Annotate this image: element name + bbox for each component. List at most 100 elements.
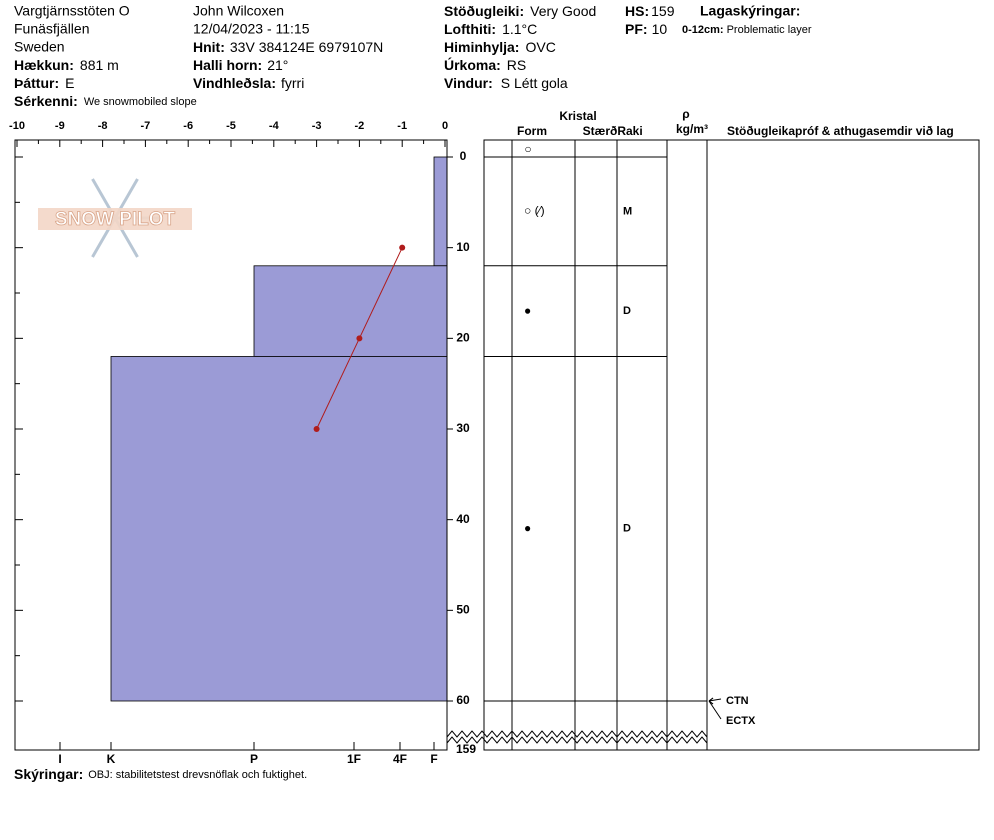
test-label: CTN	[726, 695, 749, 707]
x-tick-label: -5	[226, 120, 236, 132]
field: Himinhylja: OVC	[444, 39, 556, 55]
column-header: ρ	[682, 107, 689, 121]
depth-break	[446, 730, 708, 738]
field-value: 159	[651, 3, 675, 19]
field-value: 881 m	[80, 57, 119, 73]
field-value: RS	[507, 57, 526, 73]
plot-frame	[14, 139, 448, 751]
logo-banner	[38, 208, 192, 230]
x-tick-label: -8	[98, 120, 108, 132]
y-tick-label: 60	[456, 693, 470, 707]
y-tick-label: 50	[456, 603, 470, 617]
field: Lofthiti: 1.1°C	[444, 21, 537, 37]
hardness-bar	[433, 156, 448, 267]
field-value: OVC	[525, 39, 555, 55]
field-label: Himinhylja:	[444, 39, 519, 55]
x-tick-label: -7	[141, 120, 151, 132]
field-label: Úrkoma:	[444, 56, 501, 73]
x-tick-label: -2	[355, 120, 365, 132]
field-value: S Létt gola	[501, 75, 568, 91]
field-label: Þáttur:	[14, 75, 59, 91]
field-value: 1.1°C	[502, 21, 537, 37]
field-label: Sérkenni:	[14, 93, 78, 109]
field-value: 10	[652, 21, 668, 37]
field: Stöðugleiki: Very Good	[444, 3, 596, 19]
temperature-point	[313, 426, 320, 432]
hardness-label: K	[107, 752, 116, 766]
hardness-bar	[253, 265, 448, 357]
field: Vindur: S Létt gola	[444, 75, 568, 91]
field: Hækkun: 881 m	[14, 57, 119, 73]
logo: SNOW PILOT	[38, 178, 192, 258]
field: Sérkenni: We snowmobiled slope	[14, 93, 197, 109]
field-label: Vindur:	[444, 75, 493, 91]
hardness-bar	[110, 356, 448, 702]
hardness-label: 1F	[347, 752, 361, 766]
header: Vargtjärnsstöten O Funäsfjällen Sweden H…	[14, 3, 812, 109]
column-header: Raki	[617, 124, 642, 138]
note-value: Problematic layer	[727, 24, 812, 36]
field-value: E	[65, 75, 74, 91]
field-value: Very Good	[530, 3, 596, 19]
logo-text: SNOW PILOT	[55, 209, 176, 230]
field-value: 33V 384124E 6979107N	[230, 39, 383, 55]
temperature-point	[356, 335, 363, 342]
y-tick-label: 0	[460, 149, 467, 163]
y-tick-label: 30	[456, 421, 470, 435]
layer-note: 0-12cm: Problematic layer	[682, 24, 812, 36]
note-label: 0-12cm:	[682, 24, 724, 36]
datetime: 12/04/2023 - 11:15	[193, 21, 310, 37]
column-header: kg/m³	[676, 122, 708, 136]
x-tick-label: -9	[55, 120, 65, 132]
hardness-label: P	[250, 752, 258, 766]
wetness: D	[623, 305, 631, 317]
total-depth-label: 159	[456, 742, 476, 756]
test-label: ECTX	[726, 715, 756, 727]
grain-form: ●	[524, 521, 531, 535]
field-label: PF:	[625, 21, 648, 37]
footer-value: OBJ: stabilitetstest drevsnöflak och fuk…	[88, 769, 307, 781]
column-header: Kristal	[559, 109, 596, 123]
wetness: D	[623, 523, 631, 535]
field-label: HS:	[625, 3, 649, 19]
x-tick-label: 0	[442, 120, 448, 132]
wetness: M	[623, 205, 632, 217]
field: Halli horn: 21°	[193, 57, 288, 73]
field: Úrkoma: RS	[444, 56, 526, 73]
y-tick-label: 20	[456, 331, 470, 345]
grain-form: ○ (⁄)	[524, 204, 545, 218]
depth-break	[446, 736, 708, 744]
area: Funäsfjällen	[14, 21, 90, 37]
footer: Skýringar: OBJ: stabilitetstest drevsnöfl…	[14, 766, 307, 782]
layer-notes-title: Lagaskýringar:	[700, 3, 800, 19]
x-tick-label: -3	[312, 120, 322, 132]
field-value: 21°	[267, 57, 288, 73]
y-tick-label: 40	[456, 512, 470, 526]
field-value: We snowmobiled slope	[84, 96, 197, 108]
field: HS: 159	[625, 3, 675, 19]
x-tick-label: -4	[269, 120, 280, 132]
site: Vargtjärnsstöten O	[14, 3, 130, 19]
test-arrow	[708, 697, 722, 720]
hardness-label: 4F	[393, 752, 407, 766]
hardness-label: F	[430, 752, 437, 766]
observer: John Wilcoxen	[193, 3, 284, 19]
temperature-point	[399, 244, 406, 251]
table-frame	[483, 139, 980, 751]
footer-label: Skýringar:	[14, 766, 83, 782]
field: Hnit: 33V 384124E 6979107N	[193, 39, 383, 55]
column-header: Stöðugleikapróf & athugasemdir við lag	[727, 124, 954, 138]
column-header: Form	[517, 124, 547, 138]
field-label: Hækkun:	[14, 57, 74, 73]
field-label: Halli horn:	[193, 57, 262, 73]
column-header: Stærð	[583, 124, 618, 138]
field-label: Hnit:	[193, 39, 225, 55]
hardness-label: I	[58, 752, 61, 766]
field-value: fyrri	[281, 75, 304, 91]
y-tick-label: 10	[456, 240, 470, 254]
x-tick-label: -10	[9, 120, 25, 132]
field: Þáttur: E	[14, 75, 74, 91]
field-label: Lofthiti:	[444, 21, 496, 37]
surface-grain: ○	[524, 142, 531, 156]
